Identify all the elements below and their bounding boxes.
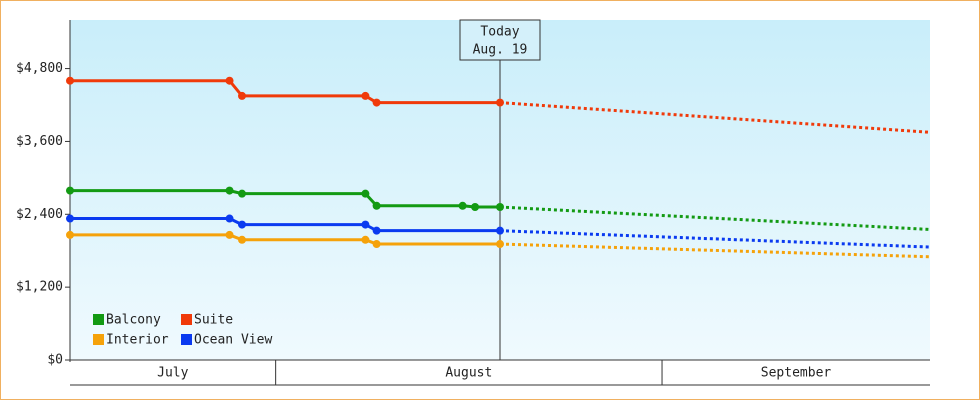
point	[361, 91, 370, 100]
y-tick-label: $3,600	[16, 134, 63, 149]
legend-swatch	[93, 334, 104, 345]
point	[458, 201, 467, 210]
legend-swatch	[181, 334, 192, 345]
point	[471, 203, 480, 211]
point	[361, 220, 370, 229]
legend-swatch	[93, 314, 104, 325]
legend-label: Interior	[106, 333, 169, 348]
point	[238, 91, 246, 100]
point	[496, 240, 504, 249]
legend-swatch	[181, 314, 192, 325]
legend-label: Ocean View	[194, 333, 272, 348]
point	[361, 235, 370, 244]
series-line	[70, 217, 500, 233]
y-tick-label: $0	[47, 353, 63, 368]
point	[225, 76, 234, 85]
point	[225, 186, 234, 195]
point	[66, 186, 74, 195]
point	[66, 230, 74, 239]
point	[496, 226, 504, 235]
y-tick-label: $2,400	[16, 207, 63, 222]
point	[66, 76, 74, 85]
month-label: September	[761, 366, 832, 381]
series-line	[70, 79, 500, 105]
point	[66, 214, 74, 223]
y-tick-label: $4,800	[16, 61, 63, 76]
point	[238, 189, 246, 198]
point	[225, 230, 234, 239]
series-line	[70, 233, 500, 246]
point	[372, 98, 381, 107]
point	[496, 203, 504, 211]
point	[372, 201, 381, 210]
point	[238, 220, 246, 229]
point	[361, 189, 370, 198]
y-tick-label: $1,200	[16, 280, 63, 295]
point	[496, 98, 504, 107]
today-label: Today	[480, 25, 519, 40]
point	[372, 240, 381, 249]
today-box	[459, 19, 541, 61]
month-label: July	[157, 366, 188, 381]
point	[225, 214, 234, 223]
month-label: August	[445, 366, 492, 381]
point	[372, 226, 381, 235]
legend-label: Balcony	[106, 313, 161, 328]
point	[238, 235, 246, 244]
today-label: Aug. 19	[473, 43, 528, 58]
legend-label: Suite	[194, 313, 233, 328]
